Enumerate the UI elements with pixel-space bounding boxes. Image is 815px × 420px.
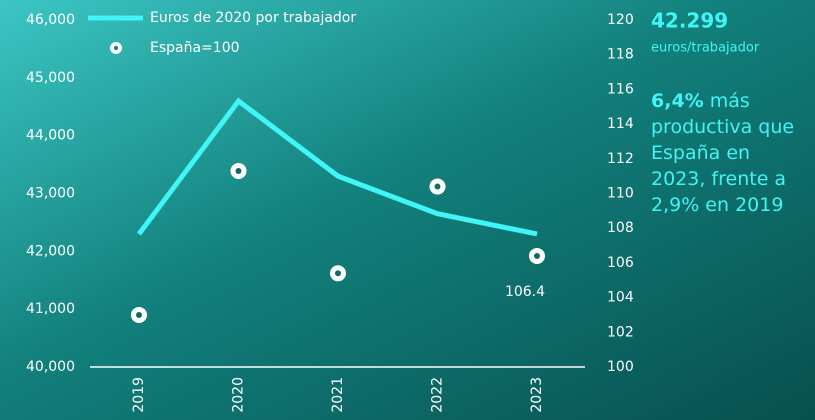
point-center — [335, 270, 341, 277]
x-tick-label: 2023 — [529, 377, 545, 413]
note-line: 2,9% en 2019 — [651, 194, 783, 216]
point-center — [136, 311, 142, 318]
x-tick-label: 2021 — [330, 377, 346, 413]
point — [429, 178, 446, 195]
legend-marker-center — [113, 45, 119, 51]
y2-tick-label: 114 — [607, 116, 634, 132]
y2-tick-label: 120 — [607, 12, 634, 28]
y-tick-label: 45,000 — [26, 70, 75, 86]
x-tick-label: 2020 — [231, 377, 247, 413]
legend-label: España=100 — [150, 40, 240, 56]
y-tick-label: 46,000 — [26, 12, 75, 28]
data-label: 106.4 — [505, 284, 545, 300]
point-center — [434, 183, 441, 190]
y2-tick-label: 104 — [607, 290, 634, 306]
series-line — [136, 97, 538, 237]
x-tick-label: 2019 — [131, 377, 147, 413]
y-tick-label: 41,000 — [26, 301, 75, 317]
legend-label: Euros de 2020 por trabajador — [150, 10, 356, 26]
point — [529, 247, 545, 264]
x-tick-label: 2022 — [430, 377, 446, 413]
note-bold: 6,4% — [651, 90, 704, 112]
y2-tick-label: 110 — [607, 186, 634, 202]
point-center — [534, 252, 540, 259]
point-center — [235, 167, 242, 174]
y2-tick-label: 108 — [607, 220, 634, 236]
y-tick-label: 42,000 — [26, 243, 75, 259]
y2-tick-label: 102 — [607, 324, 634, 340]
point — [330, 265, 346, 282]
y2-tick-label: 116 — [607, 81, 634, 97]
y2-tick-label: 100 — [607, 359, 634, 375]
point — [230, 162, 247, 179]
headline-value: 42.299 — [651, 9, 728, 33]
note-line: España en — [651, 142, 750, 164]
headline-unit: euros/trabajador — [651, 41, 760, 56]
y2-tick-label: 106 — [607, 255, 634, 271]
y-tick-label: 40,000 — [26, 359, 75, 375]
y-tick-label: 44,000 — [26, 128, 75, 144]
note: 6,4% más productiva que España en 2023, fren… — [651, 90, 794, 216]
y2-tick-label: 112 — [607, 151, 634, 167]
y2-tick-label: 118 — [607, 47, 634, 63]
y-tick-label: 43,000 — [26, 186, 75, 202]
point — [131, 306, 147, 323]
note-line: 2023, frente a — [651, 168, 786, 190]
note-line: productiva que — [651, 116, 794, 138]
note-line: más — [710, 90, 750, 112]
